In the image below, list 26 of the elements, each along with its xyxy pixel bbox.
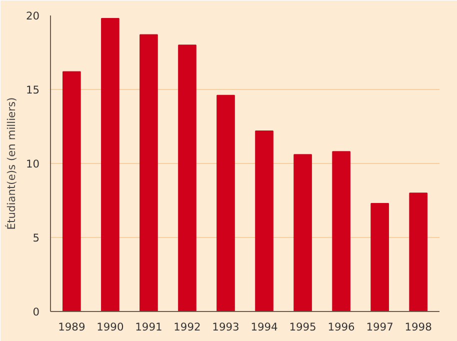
y-tick-label: 20	[26, 10, 40, 22]
bar	[178, 44, 196, 312]
bar	[370, 202, 389, 312]
x-tick-label: 1990	[96, 320, 124, 334]
x-tick-label: 1993	[212, 320, 240, 334]
x-tick-label: 1997	[366, 320, 394, 334]
x-tick-label: 1995	[289, 320, 316, 334]
bar	[216, 94, 235, 312]
bar	[294, 154, 312, 312]
y-tick-label: 5	[32, 232, 40, 244]
x-tick-label: 1996	[328, 320, 356, 334]
y-tick-label: 0	[32, 306, 40, 318]
bar	[101, 18, 120, 312]
x-tick-label: 1989	[58, 320, 86, 334]
y-axis-title: Étudiant(e)s (en milliers)	[4, 97, 18, 230]
bar	[255, 130, 274, 312]
bar	[62, 71, 81, 312]
x-tick-label: 1998	[404, 320, 432, 334]
y-tick-label: 15	[26, 84, 40, 96]
bar	[332, 151, 350, 312]
x-tick-label: 1992	[174, 320, 201, 334]
bar	[140, 34, 158, 312]
bar	[409, 192, 428, 312]
x-tick-label: 1994	[250, 320, 278, 334]
y-tick-label: 10	[26, 158, 40, 170]
x-tick-label: 1991	[135, 320, 162, 334]
